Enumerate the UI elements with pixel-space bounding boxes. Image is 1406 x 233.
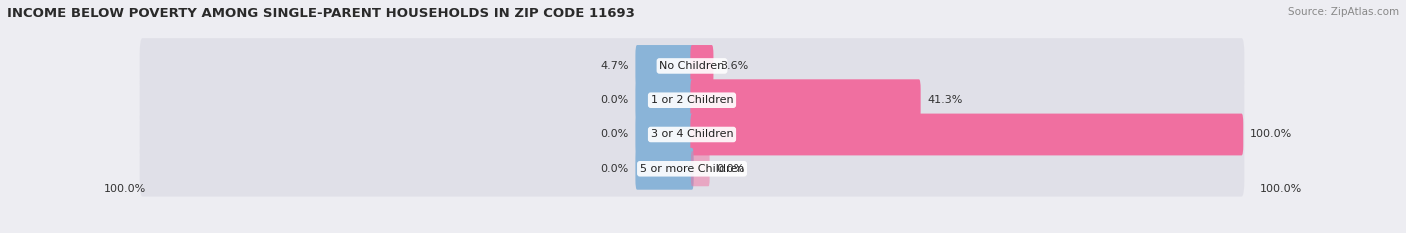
Text: INCOME BELOW POVERTY AMONG SINGLE-PARENT HOUSEHOLDS IN ZIP CODE 11693: INCOME BELOW POVERTY AMONG SINGLE-PARENT… <box>7 7 636 20</box>
FancyBboxPatch shape <box>690 79 921 121</box>
Text: Source: ZipAtlas.com: Source: ZipAtlas.com <box>1288 7 1399 17</box>
Text: 3 or 4 Children: 3 or 4 Children <box>651 130 734 140</box>
Text: 100.0%: 100.0% <box>1260 184 1302 194</box>
FancyBboxPatch shape <box>690 151 710 186</box>
FancyBboxPatch shape <box>690 45 713 87</box>
FancyBboxPatch shape <box>636 45 693 87</box>
Text: 0.0%: 0.0% <box>600 130 628 140</box>
Text: 100.0%: 100.0% <box>104 184 146 194</box>
Text: 5 or more Children: 5 or more Children <box>640 164 744 174</box>
FancyBboxPatch shape <box>636 148 693 190</box>
FancyBboxPatch shape <box>139 38 1244 94</box>
Text: 1 or 2 Children: 1 or 2 Children <box>651 95 734 105</box>
FancyBboxPatch shape <box>636 113 693 155</box>
Text: 100.0%: 100.0% <box>1250 130 1292 140</box>
Text: 4.7%: 4.7% <box>600 61 628 71</box>
FancyBboxPatch shape <box>636 79 693 121</box>
Text: 0.0%: 0.0% <box>717 164 745 174</box>
FancyBboxPatch shape <box>139 107 1244 162</box>
Text: 3.6%: 3.6% <box>720 61 748 71</box>
Text: 0.0%: 0.0% <box>600 164 628 174</box>
Text: No Children: No Children <box>659 61 724 71</box>
FancyBboxPatch shape <box>139 141 1244 197</box>
Text: 0.0%: 0.0% <box>600 95 628 105</box>
FancyBboxPatch shape <box>139 72 1244 128</box>
Text: 41.3%: 41.3% <box>927 95 963 105</box>
FancyBboxPatch shape <box>690 113 1243 155</box>
